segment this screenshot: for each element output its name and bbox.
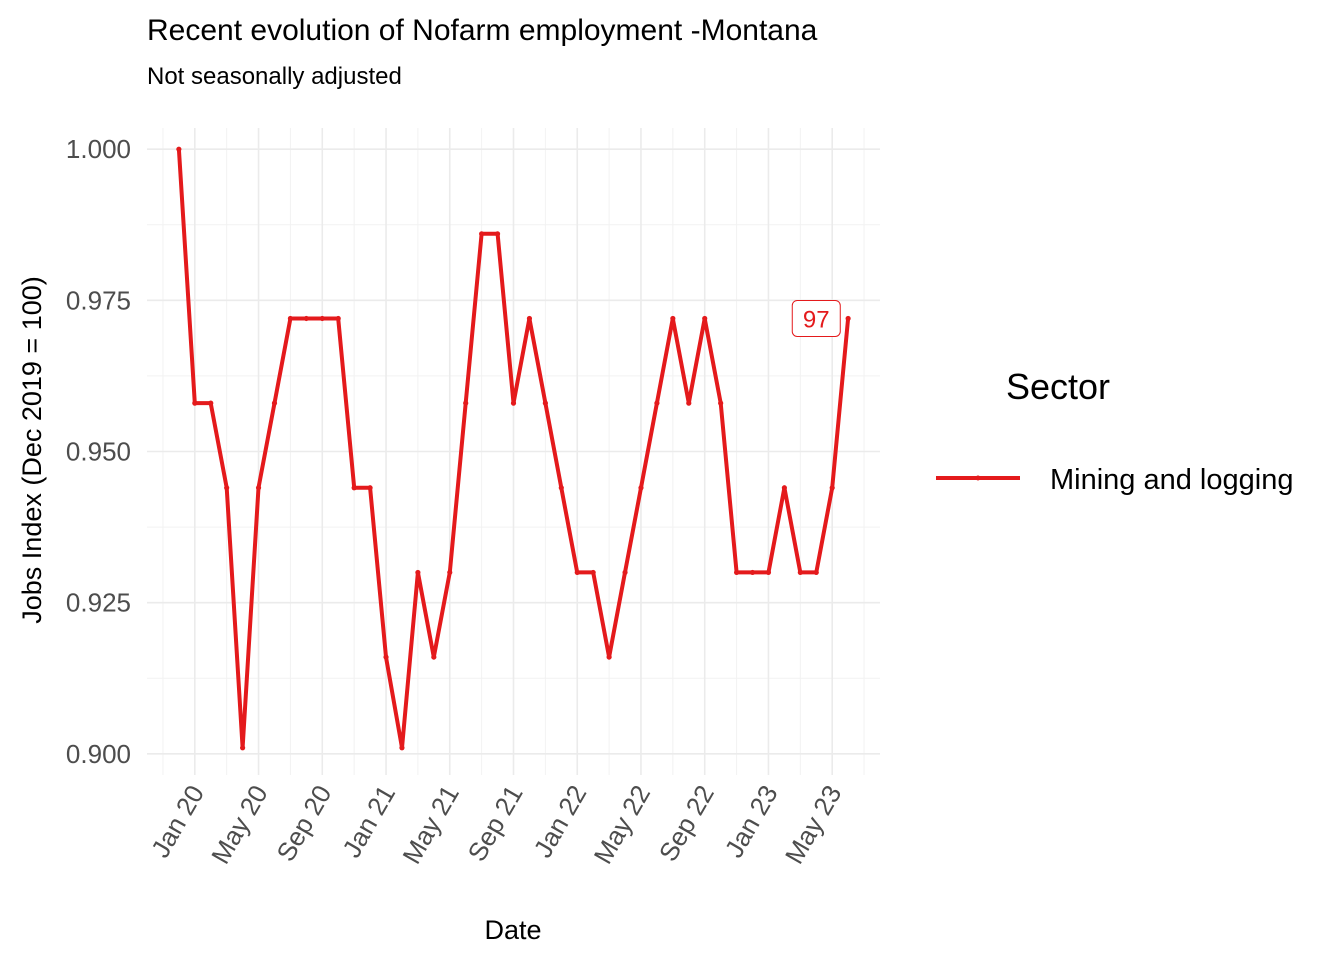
data-point xyxy=(224,485,230,491)
annotation-box xyxy=(791,299,841,337)
data-point xyxy=(606,654,612,660)
data-point xyxy=(590,569,596,576)
data-point xyxy=(240,745,246,751)
x-tick-label: Jan 23 xyxy=(719,780,784,863)
data-point xyxy=(415,569,421,576)
legend: Sector Mining and logging xyxy=(936,366,1293,496)
data-point xyxy=(558,485,564,491)
x-tick-label: Jan 22 xyxy=(527,780,592,863)
data-point xyxy=(303,315,309,322)
data-point xyxy=(733,569,740,576)
data-point xyxy=(797,569,803,576)
data-point xyxy=(208,400,214,406)
y-tick-label: 0.975 xyxy=(66,285,131,315)
legend-label-mining-and-logging: Mining and logging xyxy=(1050,464,1293,496)
chart-title: Recent evolution of Nofarm employment -M… xyxy=(147,14,818,47)
data-point xyxy=(670,315,676,322)
data-point xyxy=(542,400,548,406)
y-tick-label: 0.925 xyxy=(66,588,131,618)
y-axis-ticks: 0.900 0.925 0.950 0.975 1.000 xyxy=(66,134,131,769)
data-point xyxy=(447,569,453,576)
data-point xyxy=(638,485,644,491)
x-tick-label: Sep 22 xyxy=(653,780,720,866)
data-point xyxy=(702,315,708,322)
x-tick-label: May 23 xyxy=(779,780,848,869)
data-point xyxy=(192,400,198,406)
x-tick-label: May 22 xyxy=(588,780,657,869)
data-point xyxy=(463,400,469,406)
data-point xyxy=(319,315,325,322)
data-point xyxy=(479,231,485,237)
data-point xyxy=(829,485,835,491)
annotation-layer: 97 xyxy=(791,299,841,337)
y-axis-title: Jobs Index (Dec 2019 = 100) xyxy=(17,276,47,623)
data-point xyxy=(287,315,294,322)
x-tick-label: May 20 xyxy=(205,780,274,869)
series-layer xyxy=(176,146,851,751)
data-point xyxy=(749,569,756,576)
y-tick-label: 1.000 xyxy=(66,134,131,164)
data-point xyxy=(686,400,692,406)
data-point xyxy=(271,400,278,406)
y-tick-label: 0.900 xyxy=(66,739,131,769)
data-point xyxy=(335,315,341,322)
chart-subtitle: Not seasonally adjusted xyxy=(147,63,402,90)
data-point xyxy=(367,485,373,491)
data-point xyxy=(431,654,437,660)
data-point xyxy=(765,569,772,576)
data-point xyxy=(494,231,501,237)
x-tick-label: Jan 21 xyxy=(336,780,401,863)
grid-major xyxy=(147,128,880,775)
data-point xyxy=(781,485,787,491)
x-tick-label: Sep 21 xyxy=(462,780,529,866)
x-tick-label: Sep 20 xyxy=(270,780,337,866)
legend-key-point xyxy=(975,475,981,481)
data-point xyxy=(255,485,262,491)
data-point xyxy=(510,400,517,406)
data-point xyxy=(845,315,851,322)
data-point xyxy=(399,745,405,751)
data-point xyxy=(176,146,182,152)
data-point xyxy=(526,315,533,322)
data-point xyxy=(574,569,580,576)
legend-title: Sector xyxy=(1006,366,1110,407)
data-point xyxy=(718,400,724,406)
y-tick-label: 0.950 xyxy=(66,437,131,467)
data-point xyxy=(813,569,819,576)
data-point xyxy=(351,485,357,491)
x-tick-label: Jan 20 xyxy=(145,780,210,863)
x-tick-label: May 21 xyxy=(396,780,465,869)
data-point xyxy=(622,569,628,576)
annotation-label: 97 xyxy=(803,306,830,333)
data-point xyxy=(383,654,389,660)
x-axis-title: Date xyxy=(484,915,541,945)
data-point xyxy=(654,400,660,406)
